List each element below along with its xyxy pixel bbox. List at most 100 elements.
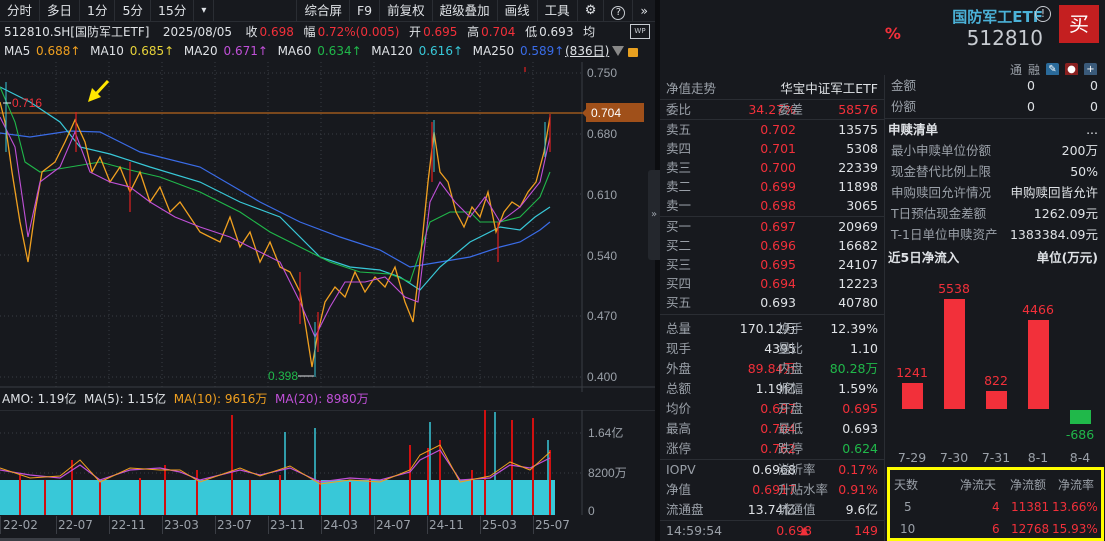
bid-row[interactable]: 买四 0.694 12223 bbox=[660, 274, 884, 294]
ma-legend: MA5 0.688↑ MA10 0.685↑ MA20 0.671↑ MA60 … bbox=[4, 42, 566, 60]
triangle-down-icon[interactable] bbox=[612, 46, 624, 56]
subscription-list-header[interactable]: 申赎清单 ... bbox=[885, 119, 1105, 140]
x-label: 22-11 bbox=[111, 518, 146, 532]
ask-price: 0.702 bbox=[760, 122, 796, 137]
composite-screen-button[interactable]: 综合屏 bbox=[296, 0, 350, 22]
bid-volume: 20969 bbox=[838, 219, 878, 234]
netflow-title: 近5日净流入 bbox=[888, 250, 960, 265]
tick-time: 14:59:54 bbox=[666, 523, 723, 538]
bid-row[interactable]: 买一 0.697 20969 bbox=[660, 217, 884, 237]
tab-5min[interactable]: 5分 bbox=[115, 0, 151, 22]
bar-value: 5538 bbox=[938, 281, 970, 296]
bar-8-4 bbox=[1070, 410, 1091, 424]
etf-stat-row: 流通盘 13.74亿 流通值 9.6亿 bbox=[666, 502, 878, 517]
tab-multiday[interactable]: 多日 bbox=[40, 0, 81, 22]
svg-text:0.704: 0.704 bbox=[591, 106, 621, 120]
bid-label: 买三 bbox=[666, 257, 692, 272]
ask-row[interactable]: 卖二 0.699 11898 bbox=[660, 177, 884, 197]
overlay-button[interactable]: 超级叠加 bbox=[433, 0, 498, 22]
svg-text:0.610: 0.610 bbox=[587, 188, 617, 202]
etf-stat-row: IOPV 0.6968 溢折率 0.17% bbox=[666, 462, 878, 477]
x-label: 25-03 bbox=[482, 518, 517, 532]
stat-row: 涨停 0.762 跌停 0.624 bbox=[666, 441, 878, 456]
lock-icon[interactable] bbox=[628, 48, 638, 57]
ma120-label: MA120 bbox=[371, 44, 413, 58]
table-header: 净流天 bbox=[960, 478, 997, 492]
bid-row[interactable]: 买三 0.695 24107 bbox=[660, 255, 884, 275]
period-dropdown[interactable]: ▾ bbox=[194, 0, 215, 22]
symbol-label: 512810.SH[国防军工ETF] bbox=[4, 25, 150, 39]
ma5-label: MA5 bbox=[4, 44, 31, 58]
tick-volume: 149 bbox=[854, 523, 878, 538]
x-label: 24-11 bbox=[429, 518, 464, 532]
horizontal-scrollbar[interactable] bbox=[0, 538, 80, 541]
ask-price: 0.698 bbox=[760, 198, 796, 213]
buy-button[interactable]: 买 bbox=[1059, 5, 1099, 43]
help-icon[interactable]: ? bbox=[604, 0, 634, 22]
tab-intraday[interactable]: 分时 bbox=[0, 0, 41, 22]
adjust-button[interactable]: 前复权 bbox=[380, 0, 433, 22]
bar-date: 7-30 bbox=[939, 450, 969, 465]
margin-label[interactable]: 融 bbox=[1027, 63, 1040, 77]
tick-price: 0.698 bbox=[776, 523, 812, 538]
quote-tools: 通 融 ✎ ● + bbox=[1010, 61, 1097, 78]
bar-value: 1241 bbox=[896, 365, 928, 380]
expand-icon[interactable]: » bbox=[640, 2, 648, 18]
plus-icon[interactable]: + bbox=[1084, 63, 1097, 76]
open-value: 0.695 bbox=[423, 25, 458, 39]
connect-label[interactable]: 通 bbox=[1009, 63, 1022, 77]
price-chart[interactable]: 0.716 0.398 0.750 0.680 0.610 0.540 0.47… bbox=[0, 62, 655, 392]
f9-button[interactable]: F9 bbox=[350, 0, 381, 22]
bid-label: 买二 bbox=[666, 238, 692, 253]
nav-trend-row[interactable]: 净值走势 华宝中证军工ETF bbox=[660, 79, 884, 99]
table-cell: 6 bbox=[992, 522, 1000, 536]
stat-row: 现手 4395 量比 1.10 bbox=[666, 341, 878, 356]
bid-row[interactable]: 买五 0.693 40780 bbox=[660, 293, 884, 313]
gear-icon[interactable]: ⚙ bbox=[578, 0, 605, 22]
ask-row[interactable]: 卖五 0.702 13575 bbox=[660, 120, 884, 140]
bar-7-30 bbox=[944, 299, 965, 409]
tools-button[interactable]: 工具 bbox=[538, 0, 578, 22]
bar-7-31 bbox=[986, 391, 1007, 409]
high-label: 高 bbox=[467, 25, 480, 39]
bid-row[interactable]: 买二 0.696 16682 bbox=[660, 236, 884, 256]
share-row: 份额 0 0 bbox=[891, 99, 1098, 114]
pencil-icon[interactable]: ✎ bbox=[1046, 63, 1059, 76]
table-cell: 15.93% bbox=[1052, 522, 1098, 536]
x-label: 23-11 bbox=[270, 518, 305, 532]
wp-icon[interactable]: WP bbox=[630, 24, 650, 39]
volume-chart[interactable]: 1.64亿 8200万 0 bbox=[0, 410, 655, 515]
ask-label: 卖四 bbox=[666, 141, 692, 156]
more-button[interactable]: ... bbox=[1086, 122, 1098, 137]
tab-1min[interactable]: 1分 bbox=[80, 0, 116, 22]
bar-date: 7-31 bbox=[981, 450, 1011, 465]
table-cell: 12768 bbox=[1011, 522, 1050, 536]
bar-value: 4466 bbox=[1022, 302, 1054, 317]
netflow-summary-table: 天数 净流天 净流额 净流率 5 4 11381 13.66% 10 6 127… bbox=[887, 467, 1104, 541]
table-header: 天数 bbox=[894, 478, 919, 492]
table-cell: 10 bbox=[900, 522, 916, 536]
high-value: 0.704 bbox=[481, 25, 516, 39]
bid-label: 买五 bbox=[666, 295, 692, 310]
tab-15min[interactable]: 15分 bbox=[151, 0, 195, 22]
ask-row[interactable]: 卖三 0.700 22339 bbox=[660, 158, 884, 178]
collapse-panel-button[interactable]: » bbox=[648, 170, 660, 260]
draw-button[interactable]: 画线 bbox=[498, 0, 538, 22]
min-price-label: 0.398 bbox=[268, 369, 298, 383]
current-price-tag bbox=[586, 103, 644, 122]
ma5-value: 0.688↑ bbox=[36, 44, 81, 58]
info-icon[interactable]: ! bbox=[1035, 6, 1051, 22]
ask-volume: 22339 bbox=[838, 160, 878, 175]
days-link[interactable]: (836日) bbox=[565, 44, 610, 58]
last-tick-row: 14:59:54 0.698 ▲ 149 bbox=[660, 521, 884, 541]
bell-icon[interactable]: ● bbox=[1065, 63, 1078, 76]
panel-divider bbox=[655, 0, 660, 541]
ask-label: 卖二 bbox=[666, 179, 692, 194]
bid-volume: 16682 bbox=[838, 238, 878, 253]
ask-row[interactable]: 卖四 0.701 5308 bbox=[660, 139, 884, 159]
x-label: 23-03 bbox=[164, 518, 199, 532]
bid-price: 0.695 bbox=[760, 257, 796, 272]
ask-volume: 5308 bbox=[846, 141, 878, 156]
ask-row[interactable]: 卖一 0.698 3065 bbox=[660, 196, 884, 216]
svg-text:0: 0 bbox=[588, 504, 595, 515]
